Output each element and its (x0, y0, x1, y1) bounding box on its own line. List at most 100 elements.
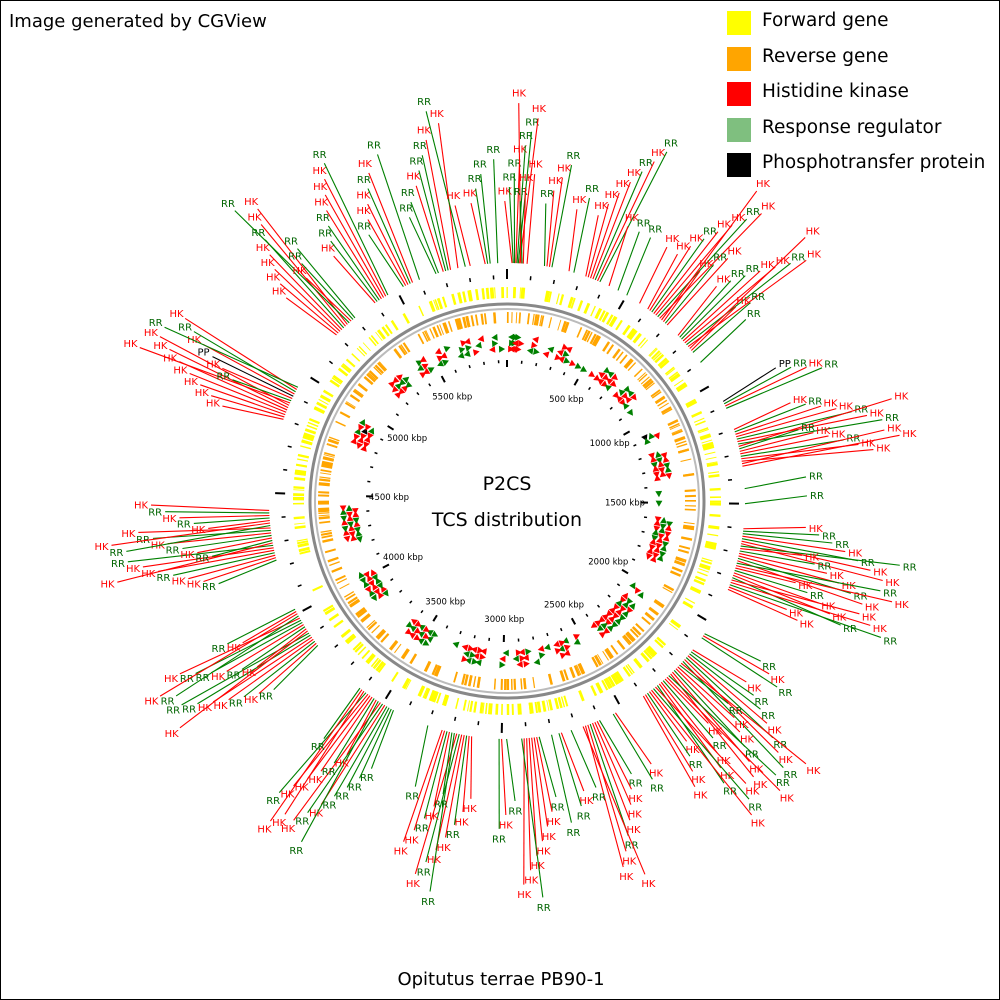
ruler-label: 2000 kbp (588, 558, 628, 568)
tcs-label-hk: HK (308, 775, 323, 786)
tcs-mark-hk (360, 432, 367, 440)
tcs-mark-hk (363, 441, 370, 449)
outer-tick (718, 432, 723, 436)
reverse-gene (401, 648, 409, 659)
tcs-leader-hk (644, 694, 694, 772)
forward-gene (626, 328, 636, 339)
reverse-gene (409, 653, 418, 665)
forward-gene (491, 287, 495, 299)
tcs-mark-rr (655, 500, 663, 507)
forward-gene (405, 679, 412, 690)
tcs-leader-hk (150, 504, 270, 512)
forward-gene (368, 336, 377, 347)
tcs-label-rr: RR (664, 138, 678, 149)
tcs-mark-rr (628, 390, 635, 398)
tcs-label-hk: HK (144, 328, 159, 339)
ruler-tick (387, 425, 395, 431)
tcs-leader-rr (679, 664, 729, 704)
outer-tick (708, 593, 713, 597)
tcs-label-hk: HK (463, 804, 478, 815)
tcs-leader-hk (738, 555, 840, 584)
tcs-label-hk: HK (767, 725, 782, 736)
tcs-label-hk: HK (816, 426, 831, 437)
tcs-label-rr: RR (689, 760, 703, 771)
forward-gene (482, 702, 485, 714)
tcs-leader-rr (742, 533, 833, 544)
tcs-label-hk: HK (691, 775, 706, 786)
reverse-gene (318, 515, 330, 520)
tcs-label-hk: HK (187, 580, 202, 591)
ruler-label: 5000 kbp (387, 434, 427, 444)
tcs-label-hk: HK (626, 825, 641, 836)
outer-tick (289, 562, 295, 565)
ruler-tick (380, 438, 384, 441)
forward-gene (709, 513, 721, 517)
forward-gene (555, 293, 560, 305)
tcs-leader-rr (368, 234, 404, 288)
tcs-leader-hk (684, 266, 776, 344)
tcs-leader-rr (414, 725, 429, 787)
forward-gene (352, 641, 362, 651)
outer-tick (724, 455, 729, 458)
tcs-leader-hk (742, 535, 846, 553)
reverse-gene (493, 312, 497, 324)
tcs-mark-hk (558, 640, 566, 647)
ruler-tick (549, 366, 552, 371)
tcs-leader-hk (680, 662, 807, 765)
tcs-mark-hk (461, 644, 469, 652)
tcs-label-hk: HK (191, 525, 206, 536)
tcs-mark-hk (489, 346, 496, 353)
tcs-leader-rr (704, 633, 761, 662)
forward-gene (559, 294, 565, 306)
tcs-label-rr: RR (492, 834, 506, 845)
tcs-label-rr: RR (221, 199, 235, 210)
tcs-mark-hk (518, 340, 525, 347)
ruler-labels: 500 kbp 1000 kbp 1500 kbp 2000 kbp 2500 kbp 3… (369, 392, 645, 625)
tcs-mark-rr (422, 639, 430, 646)
tcs-label-rr: RR (625, 841, 639, 852)
tcs-leader-rr (327, 225, 380, 301)
forward-gene (293, 489, 305, 491)
tcs-leader-hk (222, 405, 284, 420)
tcs-leader-hk (585, 215, 599, 277)
tcs-mark-rr (469, 651, 476, 658)
tcs-label-rr: RR (566, 151, 580, 162)
reverse-gene (584, 330, 591, 342)
tcs-label-hk: HK (572, 195, 587, 206)
reverse-gene (635, 623, 645, 633)
tcs-leader-rr (297, 248, 356, 319)
reverse-gene (462, 316, 468, 328)
tcs-label-hk: HK (806, 226, 821, 237)
tcs-mark-rr (547, 346, 555, 354)
tcs-label-hk: HK (740, 735, 755, 746)
tcs-leader-hk (284, 690, 365, 815)
tcs-leader-hk (226, 624, 304, 672)
ruler-tick (641, 530, 645, 533)
tcs-leader-hk (189, 372, 287, 413)
tcs-label-hk: HK (689, 234, 704, 245)
outer-tick (716, 571, 722, 575)
reverse-gene (612, 349, 621, 359)
forward-gene (316, 401, 328, 410)
tcs-mark-hk (398, 387, 406, 395)
forward-gene (444, 695, 449, 706)
tcs-leader-hk (203, 557, 277, 583)
tcs-label-rr: RR (161, 696, 175, 707)
tcs-mark-rr (562, 350, 570, 357)
tcs-label-pp: PP (779, 359, 791, 370)
reverse-gene (604, 648, 613, 660)
tcs-leader-hk (724, 366, 807, 407)
reverse-gene (592, 335, 599, 346)
tcs-label-hk: HK (272, 287, 287, 298)
tcs-leader-hk (169, 348, 289, 409)
reverse-gene (366, 373, 376, 383)
tcs-leader-hk (737, 414, 868, 443)
tcs-label-hk: HK (861, 438, 876, 449)
tcs-mark-rr (402, 376, 410, 384)
tcs-leader-hk (666, 258, 729, 326)
tcs-label-hk: HK (727, 247, 742, 258)
reverse-gene (675, 557, 687, 563)
tcs-leader-rr (323, 162, 389, 296)
forward-gene (612, 673, 620, 684)
tcs-mark-hk (404, 628, 412, 635)
